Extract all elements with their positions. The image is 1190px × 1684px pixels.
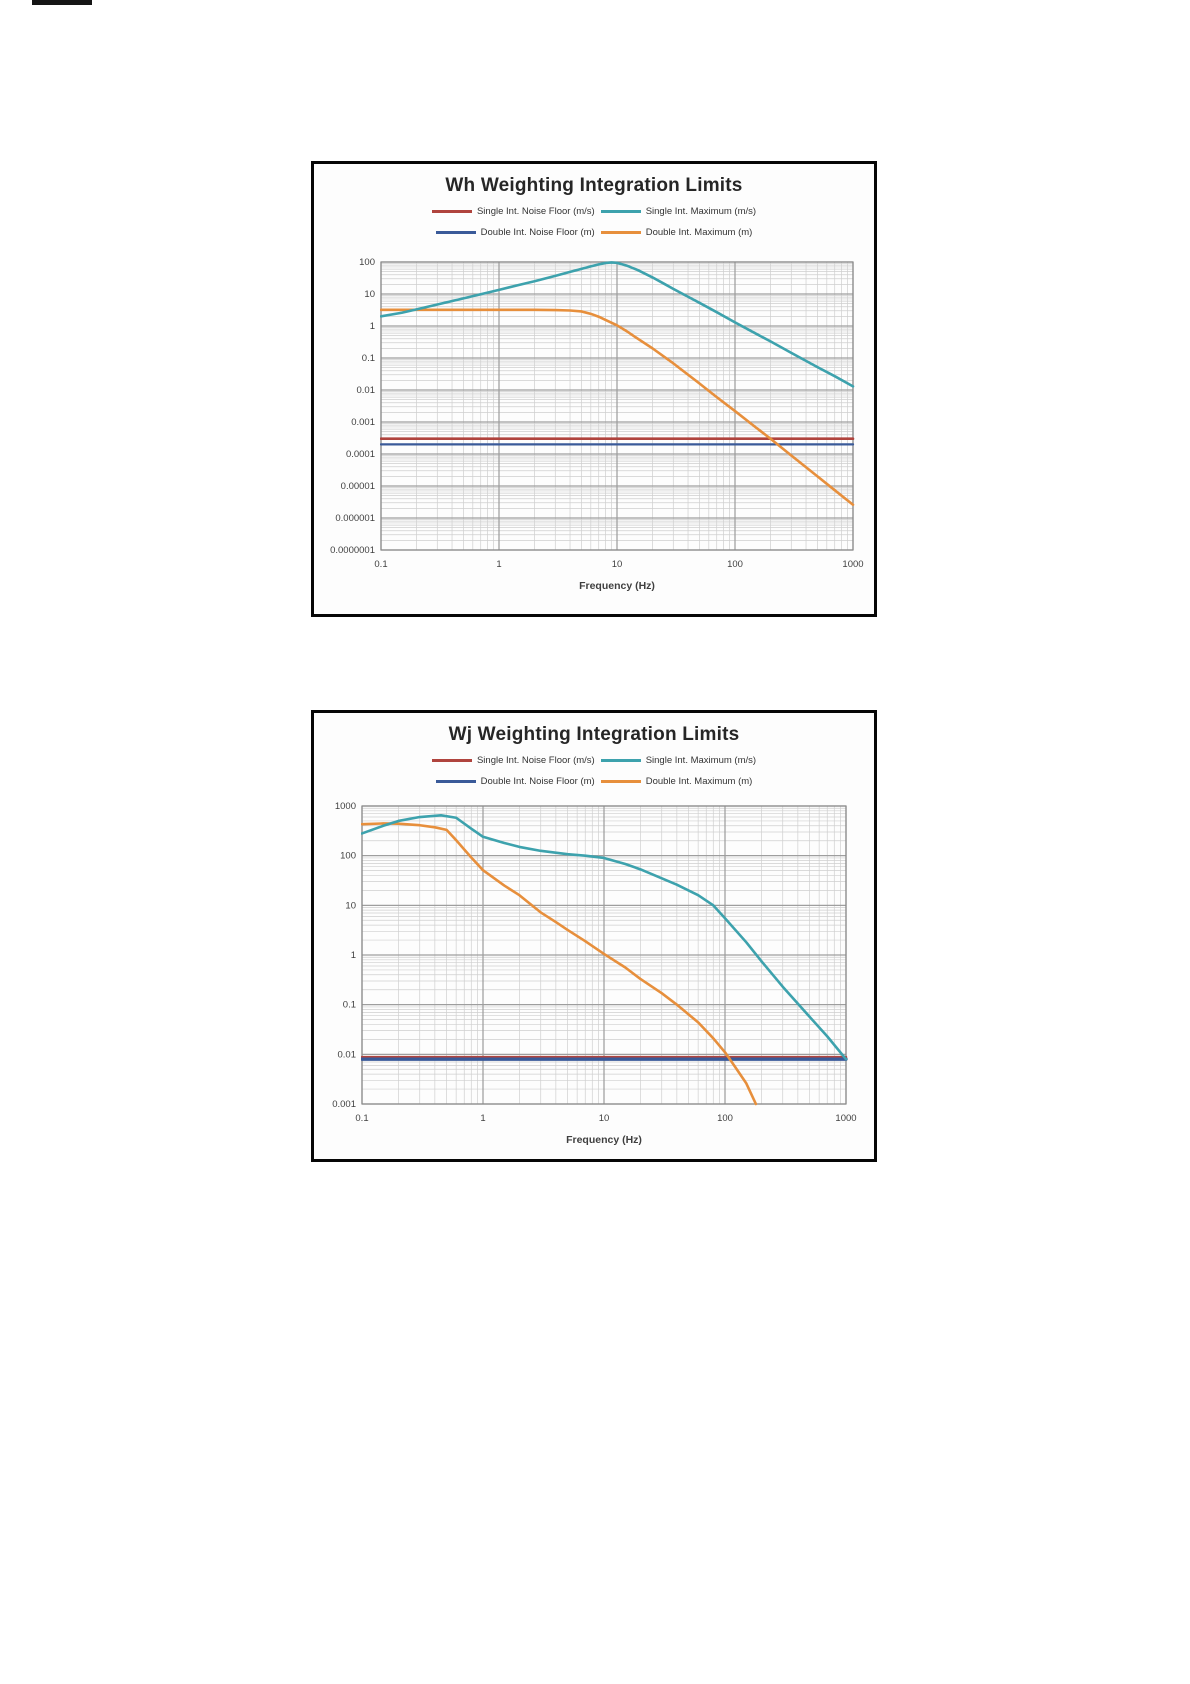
chart-legend: Single Int. Noise Floor (m/s) Single Int.… [314,750,874,792]
y-tick-label: 1 [351,950,356,961]
series-line [361,822,758,1106]
legend-label: Single Int. Maximum (m/s) [645,206,757,217]
legend-row: Single Int. Noise Floor (m/s) Single Int.… [314,750,874,771]
y-tick-label: 1000 [335,801,356,812]
legend-row: Single Int. Noise Floor (m/s) Single Int.… [314,201,874,222]
y-tick-label: 10 [345,900,356,911]
plot-area: 1000 100 10 1 0.1 0.01 0.001 0.1 1 10 100 1000 Frequ… [332,801,856,1146]
series-line [380,308,855,507]
legend-swatch [431,210,472,213]
legend-item: Single Int. Maximum (m/s) [600,206,757,217]
x-tick-label: 1 [496,559,501,570]
legend-label: Double Int. Noise Floor (m) [480,776,595,787]
legend-item: Double Int. Noise Floor (m) [435,776,595,787]
legend-item: Double Int. Maximum (m) [600,776,753,787]
x-tick-label: 1000 [835,1113,856,1124]
y-tick-label: 100 [359,257,375,268]
legend-label: Single Int. Maximum (m/s) [645,755,757,766]
y-tick-label: 1 [370,321,375,332]
y-tick-label: 0.01 [357,385,376,396]
legend-label: Double Int. Noise Floor (m) [480,227,595,238]
y-tick-label: 0.01 [338,1049,357,1060]
legend-swatch [600,210,641,213]
legend-item: Double Int. Maximum (m) [600,227,753,238]
y-tick-label: 0.001 [332,1099,356,1110]
y-tick-label: 0.0001 [346,449,375,460]
x-tick-label: 1 [480,1113,485,1124]
y-tick-label: 10 [364,289,375,300]
legend-item: Single Int. Noise Floor (m/s) [431,206,595,217]
x-tick-label: 1000 [842,559,863,570]
legend-label: Single Int. Noise Floor (m/s) [476,755,595,766]
x-tick-label: 0.1 [374,559,387,570]
y-tick-label: 0.001 [351,417,375,428]
plot-area: 100 10 1 0.1 0.01 0.001 0.0001 0.00001 0.000001 0… [330,257,863,592]
legend-row: Double Int. Noise Floor (m) Double Int. M… [314,222,874,243]
legend-label: Double Int. Maximum (m) [645,776,753,787]
legend-swatch [435,780,476,783]
chart-title: Wj Weighting Integration Limits [448,724,740,745]
legend-swatch [600,759,641,762]
legend-swatch [600,780,641,783]
legend-item: Double Int. Noise Floor (m) [435,227,595,238]
chart-panel-wh: Wh Weighting Integration Limits Single I… [311,161,877,617]
legend-row: Double Int. Noise Floor (m) Double Int. M… [314,771,874,792]
y-tick-label: 0.000001 [335,513,375,524]
legend-swatch [600,231,641,234]
x-tick-label: 100 [727,559,743,570]
y-tick-label: 0.1 [343,1000,356,1011]
series-line [380,261,855,388]
y-tick-label: 0.1 [362,353,375,364]
legend-label: Single Int. Noise Floor (m/s) [476,206,595,217]
y-tick-label: 100 [340,851,356,862]
x-tick-label: 10 [599,1113,610,1124]
x-tick-label: 10 [612,559,623,570]
legend-label: Double Int. Maximum (m) [645,227,753,238]
series-line [361,813,848,1061]
x-axis-title: Frequency (Hz) [566,1134,642,1146]
legend-item: Single Int. Noise Floor (m/s) [431,755,595,766]
legend-swatch [435,231,476,234]
chart-title: Wh Weighting Integration Limits [445,175,743,196]
legend-item: Single Int. Maximum (m/s) [600,755,757,766]
scan-artifact [32,0,92,5]
x-tick-label: 100 [717,1113,733,1124]
legend-swatch [431,759,472,762]
y-tick-label: 0.0000001 [330,545,375,556]
y-tick-label: 0.00001 [341,481,375,492]
x-axis-title: Frequency (Hz) [579,580,655,592]
chart-legend: Single Int. Noise Floor (m/s) Single Int.… [314,201,874,243]
x-tick-label: 0.1 [355,1113,368,1124]
chart-panel-wj: Wj Weighting Integration Limits Single I… [311,710,877,1162]
